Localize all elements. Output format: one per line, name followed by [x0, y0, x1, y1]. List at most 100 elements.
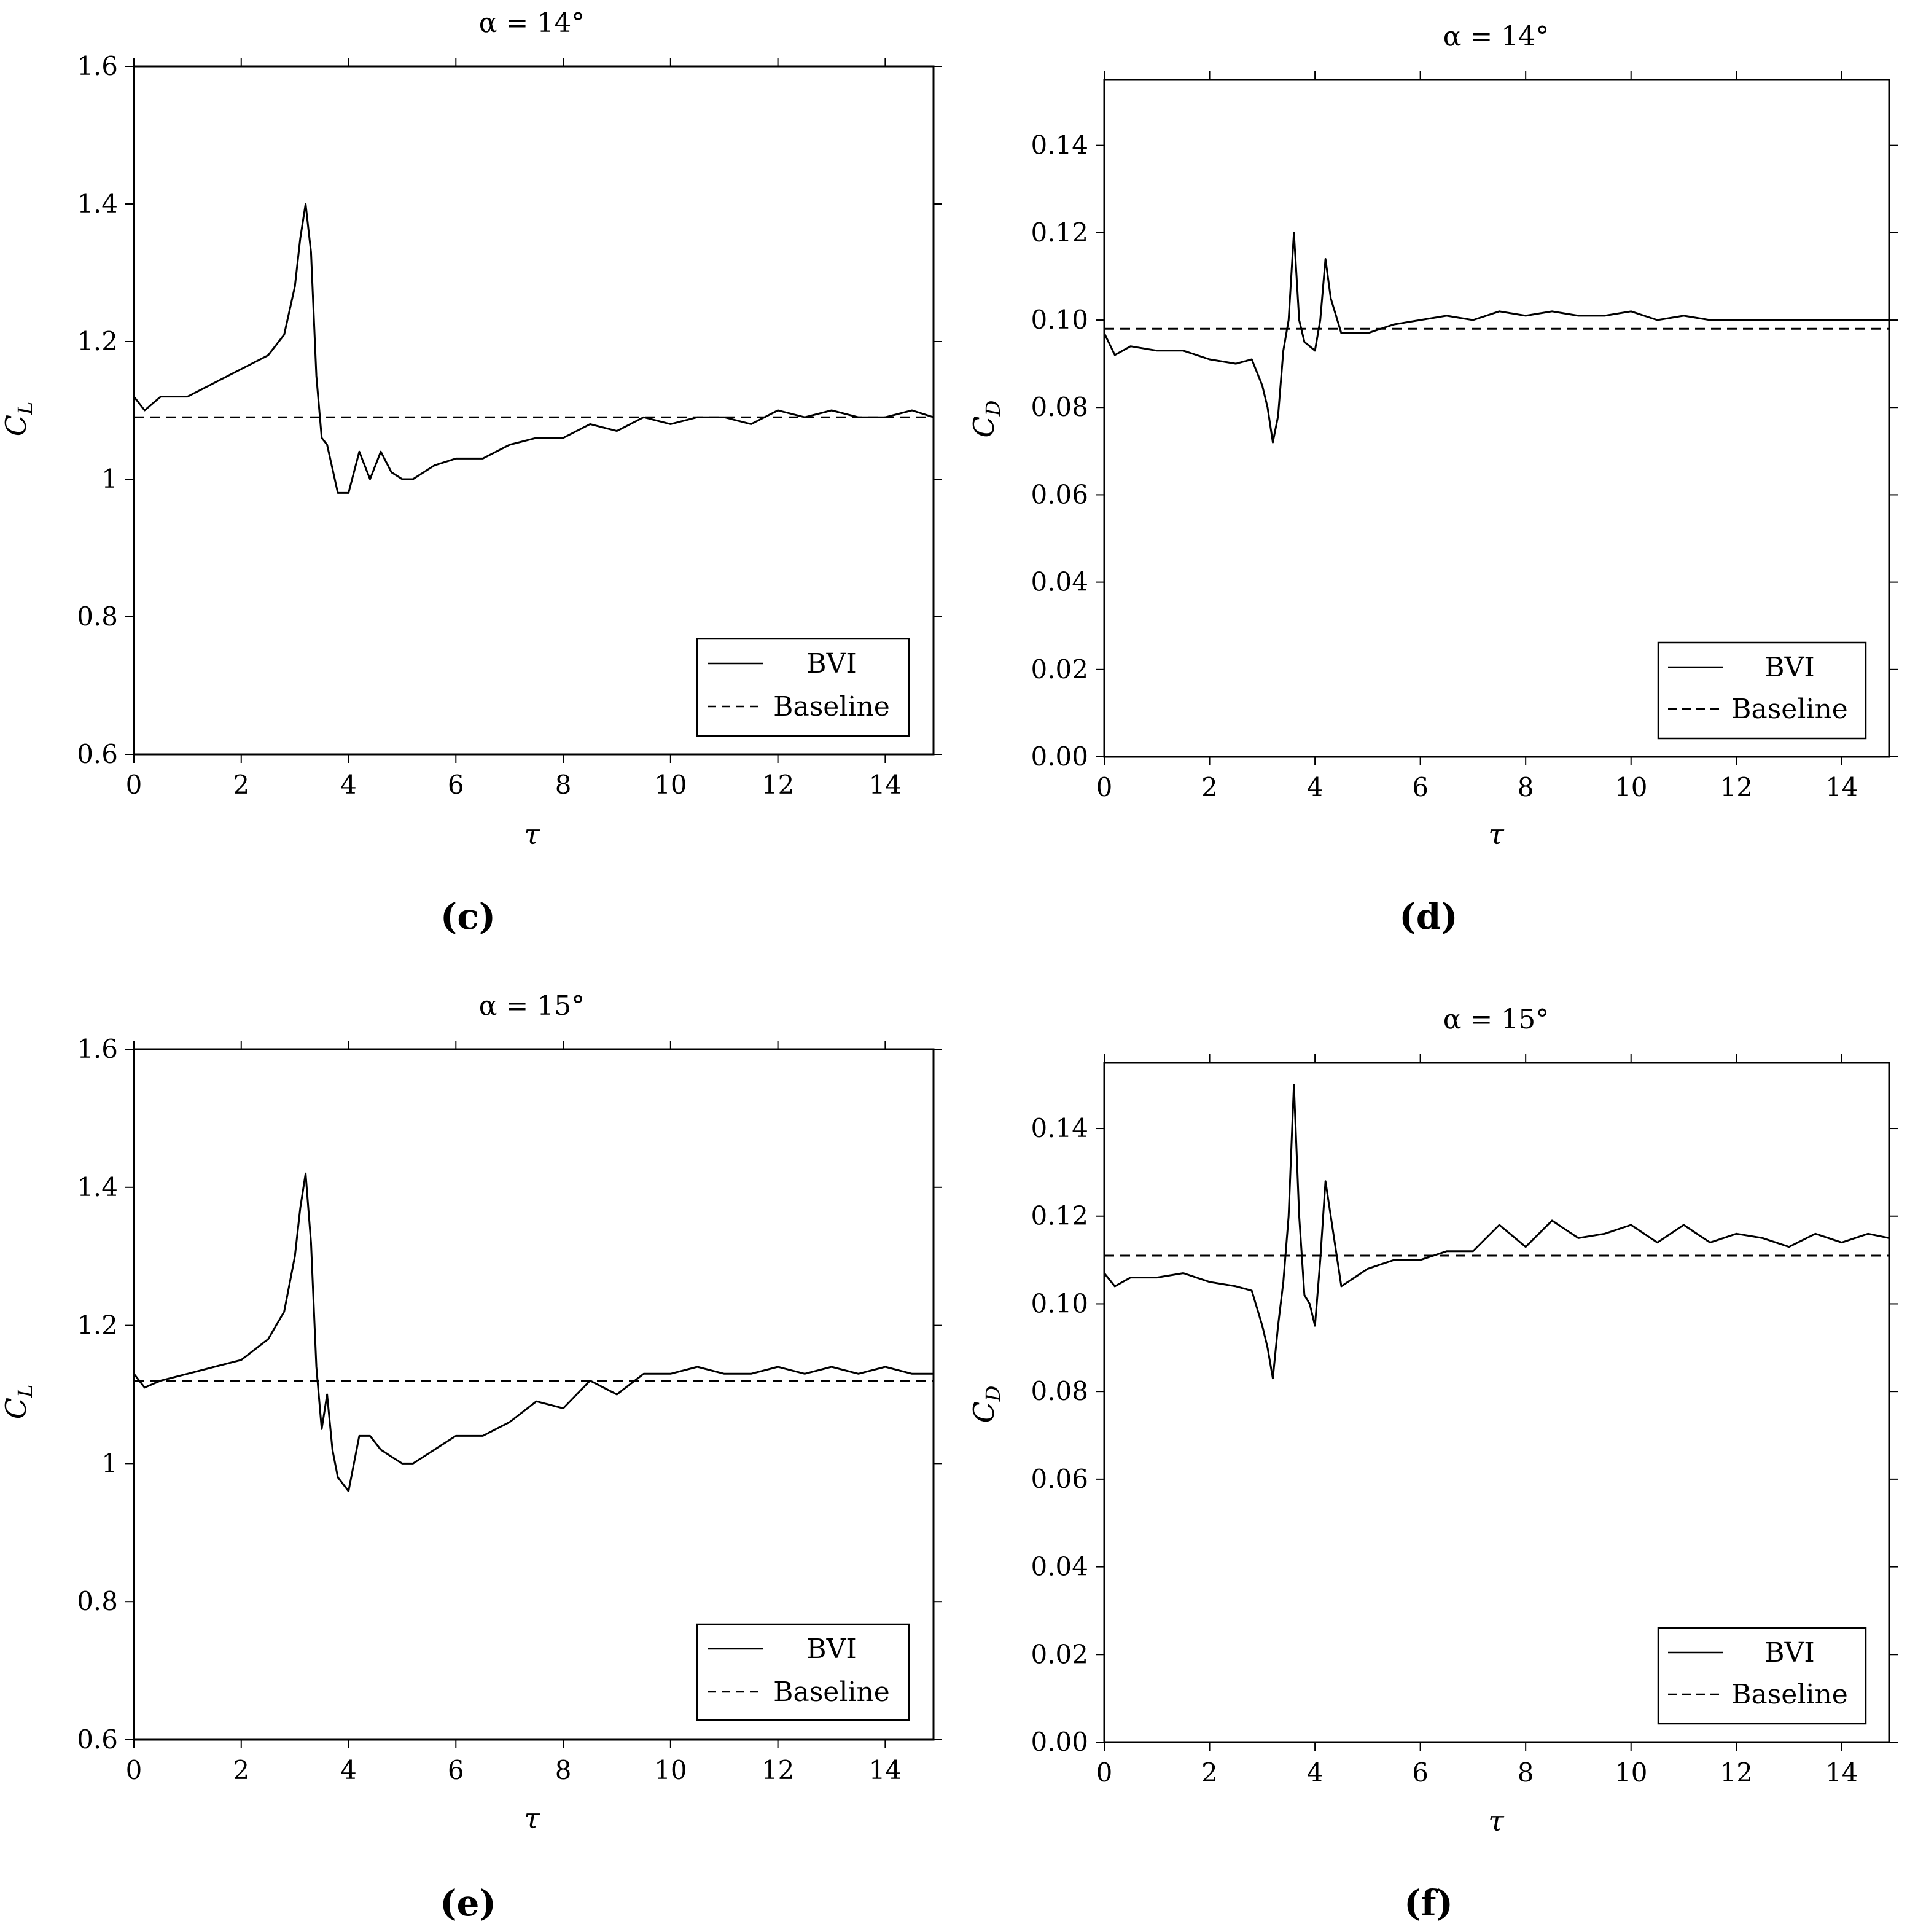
x-tick-label: 0: [126, 1755, 142, 1785]
legend-label-bvi: BVI: [1764, 1637, 1815, 1668]
legend: BVI Baseline: [1657, 641, 1867, 740]
y-tick-label: 0.04: [1031, 1552, 1088, 1582]
x-tick-label: 12: [762, 770, 794, 800]
legend-box: [1657, 641, 1867, 740]
panel-caption: (c): [440, 896, 496, 937]
chart-panel-c: α = 14° 0 2 4 6 8 10 12 14 0.6 0.8 1 1.2 1.4 1.6 CL τ…: [0, 7, 942, 937]
series-line-bvi: [1103, 1084, 1890, 1380]
x-tick-label: 2: [233, 1755, 249, 1785]
x-tick-label: 0: [1096, 772, 1113, 802]
y-tick-label: 1: [101, 464, 118, 494]
x-tick-label: 2: [1201, 1758, 1218, 1788]
axis-frame: [1103, 79, 1890, 758]
plot-area: 0 2 4 6 8 10 12 14 0.6 0.8 1 1.2 1.4 1.6: [77, 1034, 942, 1785]
x-tick-label: 8: [555, 770, 572, 800]
legend-label-bvi: BVI: [806, 1633, 857, 1665]
x-tick-label: 6: [1412, 1758, 1429, 1788]
y-tick-label: 0.00: [1031, 741, 1088, 772]
x-tick-label: 6: [1412, 772, 1429, 802]
plot-area: 0 2 4 6 8 10 12 14 0.6 0.8 1 1.2 1.4 1.6: [77, 51, 942, 800]
x-axis-title: τ: [1488, 818, 1505, 851]
axis-frame: [1103, 1062, 1890, 1743]
x-tick-label: 12: [762, 1755, 794, 1785]
legend: BVI Baseline: [696, 638, 910, 737]
plot-area: 0 2 4 6 8 10 12 14 0.00 0.02 0.04 0.06 0.08 0.10 0.12 0…: [1031, 71, 1898, 802]
x-tick-label: 8: [1518, 772, 1534, 802]
y-axis-title: CD: [967, 1386, 1005, 1423]
chart-title: α = 14°: [1443, 21, 1550, 52]
legend-label-bvi: BVI: [1764, 652, 1815, 683]
y-tick-label: 1.4: [77, 1172, 118, 1202]
x-tick-label: 10: [654, 770, 687, 800]
series-line-bvi: [133, 1172, 934, 1492]
y-tick-label: 0.14: [1031, 1113, 1088, 1143]
legend-label-bvi: BVI: [806, 648, 857, 679]
plot-area: 0 2 4 6 8 10 12 14 0.00 0.02 0.04 0.06 0.08 0.10 0.12 0…: [1031, 1054, 1898, 1788]
x-axis-title: τ: [524, 818, 540, 851]
y-tick-label: 0.08: [1031, 392, 1088, 422]
x-tick-label: 14: [1825, 1758, 1858, 1788]
x-axis-title: τ: [1488, 1804, 1505, 1837]
x-tick-label: 14: [1825, 772, 1858, 802]
chart-title: α = 14°: [479, 7, 585, 39]
x-tick-label: 2: [233, 770, 249, 800]
axis-frame: [133, 65, 935, 756]
y-tick-label: 0.8: [77, 1586, 118, 1616]
y-tick-label: 0.06: [1031, 1464, 1088, 1494]
y-tick-label: 0.12: [1031, 217, 1088, 248]
y-tick-label: 0.12: [1031, 1201, 1088, 1231]
x-axis-title: τ: [524, 1802, 540, 1835]
legend-label-baseline: Baseline: [1731, 694, 1848, 725]
x-tick-label: 4: [1307, 772, 1324, 802]
y-tick-label: 0.00: [1031, 1727, 1088, 1757]
panel-caption: (d): [1399, 896, 1457, 937]
y-tick-label: 1.2: [77, 326, 118, 356]
x-tick-label: 10: [1615, 772, 1647, 802]
y-tick-label: 1.6: [77, 1034, 118, 1064]
y-tick-label: 0.06: [1031, 479, 1088, 509]
y-tick-label: 0.6: [77, 1724, 118, 1754]
chart-panel-d: α = 14° 0 2 4 6 8 10 12 140.000.020.040.060.080…: [967, 21, 1898, 937]
x-tick-label: 4: [340, 1755, 357, 1785]
legend-box: [696, 1623, 910, 1721]
chart-panel-e: α = 15° 0 2 4 6 8 10 12 14 0.6 0.8 1 1.2 1.4 1.6 CL τ…: [0, 990, 942, 1924]
y-tick-label: 0.8: [77, 601, 118, 632]
x-tick-label: 6: [448, 770, 464, 800]
y-tick-label: 0.14: [1031, 130, 1088, 160]
y-tick-label: 1.2: [77, 1310, 118, 1340]
legend-label-baseline: Baseline: [773, 691, 890, 722]
legend-label-baseline: Baseline: [773, 1676, 890, 1708]
y-tick-label: 0.08: [1031, 1376, 1088, 1406]
y-tick-label: 1.6: [77, 51, 118, 81]
chart-panel-f: α = 15° 0 2 4 6 8 10 12 140.000.020.040.060.080…: [967, 1004, 1898, 1924]
x-tick-label: 14: [869, 1755, 902, 1785]
x-tick-label: 14: [869, 770, 902, 800]
legend: BVI Baseline: [1657, 1627, 1867, 1725]
y-axis-title: CL: [0, 1385, 37, 1419]
x-tick-label: 4: [340, 770, 357, 800]
x-tick-label: 6: [448, 1755, 464, 1785]
y-tick-label: 1: [101, 1448, 118, 1478]
y-tick-label: 0.02: [1031, 1639, 1088, 1669]
x-tick-label: 8: [555, 1755, 572, 1785]
legend-label-baseline: Baseline: [1731, 1679, 1848, 1710]
series-line-bvi: [1103, 232, 1889, 444]
x-tick-label: 0: [1096, 1758, 1113, 1788]
chart-title: α = 15°: [479, 990, 585, 1022]
x-tick-label: 2: [1201, 772, 1218, 802]
y-tick-label: 0.04: [1031, 567, 1088, 597]
x-tick-label: 4: [1307, 1758, 1324, 1788]
series-line-bvi: [133, 203, 934, 494]
panel-caption: (f): [1404, 1882, 1453, 1924]
axis-frame: [133, 1048, 935, 1741]
x-tick-label: 10: [654, 1755, 687, 1785]
panel-caption: (e): [440, 1882, 496, 1924]
x-tick-label: 12: [1720, 772, 1753, 802]
legend: BVI Baseline: [696, 1623, 910, 1721]
y-tick-label: 0.02: [1031, 654, 1088, 684]
y-tick-label: 0.10: [1031, 305, 1088, 335]
y-axis-title: CL: [0, 402, 37, 436]
x-tick-label: 8: [1518, 1758, 1534, 1788]
legend-box: [1657, 1627, 1867, 1725]
